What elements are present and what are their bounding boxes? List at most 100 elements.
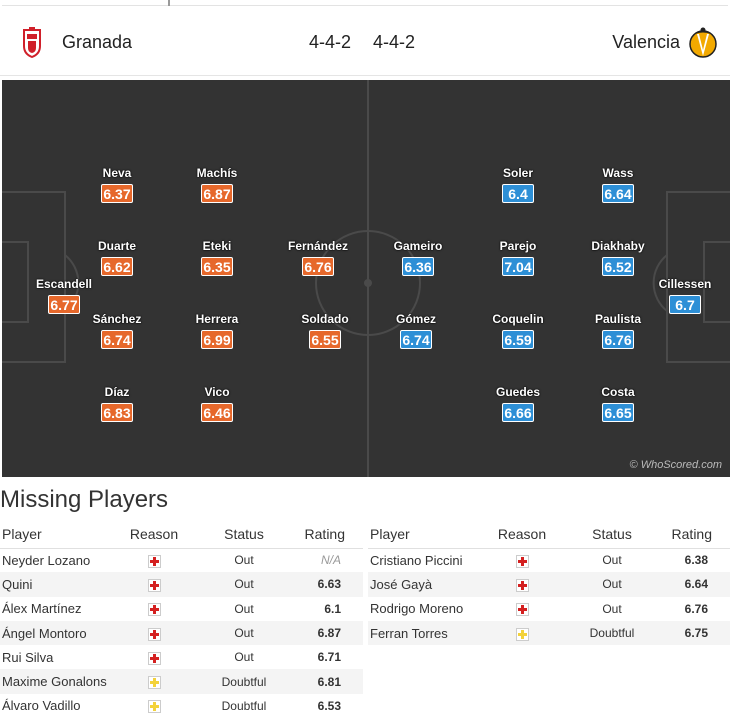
missing-rating: 6.53 [317,698,341,713]
missing-rating: 6.71 [317,650,341,665]
column-reason[interactable]: Reason [497,525,547,542]
player-home[interactable]: Sánchez 6.74 [77,312,157,350]
player-away[interactable]: Parejo 7.04 [478,239,558,277]
injury-cross-icon[interactable] [515,578,529,592]
injury-cross-icon[interactable] [147,651,161,665]
injury-cross-icon[interactable] [147,578,161,592]
column-rating[interactable]: Rating [304,525,345,542]
table-header-row: Player Reason Status Rating [368,520,730,548]
table-row: Rodrigo Moreno Out 6.76 [368,597,730,621]
missing-player-name[interactable]: Rui Silva [2,649,54,665]
away-missing-rows: Cristiano Piccini Out 6.38 José Gayà Out 6.64… [368,548,730,646]
player-home[interactable]: Díaz 6.83 [77,385,157,423]
missing-status: Doubtful [186,669,300,694]
away-team-name[interactable]: Valencia [612,32,680,52]
player-name: Machís [196,166,238,180]
missing-player-name[interactable]: Álex Martínez [2,601,82,617]
valencia-crest-icon [689,27,717,58]
player-away[interactable]: Coquelin 6.59 [478,312,558,350]
player-name: Sánchez [92,312,142,326]
player-away[interactable]: Guedes 6.66 [478,385,558,423]
missing-player-name[interactable]: José Gayà [368,572,488,597]
missing-status: Out [234,650,254,665]
player-away[interactable]: Paulista 6.76 [578,312,658,350]
doubtful-cross-icon[interactable] [515,627,529,641]
missing-player-name[interactable]: Ángel Montoro [0,620,120,646]
player-name: Guedes [495,385,540,399]
missing-player-name[interactable]: Quini [0,572,120,597]
missing-rating: 6.64 [668,572,730,597]
doubtful-cross-icon[interactable] [147,700,161,714]
column-player[interactable]: Player [2,525,42,542]
player-home[interactable]: Eteki 6.35 [177,239,257,277]
player-home[interactable]: Herrera 6.99 [177,312,257,350]
player-rating: 6.76 [302,257,334,276]
player-rating: 6.55 [309,330,341,349]
player-away[interactable]: Gameiro 6.36 [378,239,458,277]
missing-player-name[interactable]: Álvaro Vadillo [2,698,81,714]
missing-reason [120,572,186,597]
column-reason[interactable]: Reason [129,525,179,542]
column-player[interactable]: Player [370,525,410,542]
missing-player-name[interactable]: Cristiano Piccini [370,552,463,568]
injury-cross-icon[interactable] [147,627,161,641]
missing-player-name[interactable]: Rodrigo Moreno [370,601,464,617]
doubtful-cross-icon[interactable] [147,676,161,690]
missing-status: Out [554,572,668,597]
missing-player-name[interactable]: Maxime Gonalons [0,669,120,694]
player-away[interactable]: Gómez 6.74 [376,312,456,350]
top-strip [0,0,730,10]
home-team-name[interactable]: Granada [62,32,133,52]
missing-rating: N/A [320,553,341,568]
player-name: Diakhaby [591,239,645,253]
table-row: Quini Out 6.63 [0,572,363,597]
player-home[interactable]: Duarte 6.62 [77,239,157,277]
missing-rating: 6.1 [324,601,341,616]
column-status[interactable]: Status [592,525,632,542]
missing-player-name[interactable]: Neyder Lozano [2,552,91,568]
player-name: Escandell [35,277,93,291]
missing-reason [120,548,186,572]
player-away[interactable]: Wass 6.64 [578,166,658,204]
missing-player-name[interactable]: Ferran Torres [368,620,488,646]
missing-rating: 6.87 [300,620,363,646]
player-name: Eteki [202,239,232,253]
missing-status: Doubtful [554,620,668,646]
away-missing-table: Player Reason Status Rating Cristiano Pi… [368,520,730,646]
player-home[interactable]: Machís 6.87 [177,166,257,204]
injury-cross-icon[interactable] [147,603,161,617]
player-rating: 6.87 [201,184,233,203]
player-home[interactable]: Fernández 6.76 [278,239,358,277]
player-away[interactable]: Soler 6.4 [478,166,558,204]
player-home[interactable]: Soldado 6.55 [285,312,365,350]
player-away[interactable]: Costa 6.65 [578,385,658,423]
column-rating[interactable]: Rating [671,525,712,542]
player-rating: 6.99 [201,330,233,349]
player-away[interactable]: Diakhaby 6.52 [578,239,658,277]
injury-cross-icon[interactable] [515,554,529,568]
granada-crest-icon [23,27,41,58]
player-home[interactable]: Vico 6.46 [177,385,257,423]
column-status[interactable]: Status [224,525,264,542]
player-away[interactable]: Cillessen 6.7 [645,277,725,315]
injury-cross-icon[interactable] [515,603,529,617]
table-header-row: Player Reason Status Rating [0,520,363,548]
player-name: Gameiro [393,239,443,253]
player-name: Soldado [301,312,349,326]
player-name: Coquelin [492,312,544,326]
player-name: Herrera [195,312,239,326]
player-name: Parejo [499,239,537,253]
player-name: Fernández [287,239,348,253]
table-row: Ferran Torres Doubtful 6.75 [368,620,730,646]
table-row: Neyder Lozano Out N/A [0,548,363,572]
player-home[interactable]: Escandell 6.77 [24,277,104,315]
player-rating: 6.74 [400,330,432,349]
table-row: José Gayà Out 6.64 [368,572,730,597]
missing-status: Out [186,572,300,597]
player-rating: 6.7 [669,295,701,314]
player-home[interactable]: Neva 6.37 [77,166,157,204]
missing-rating: 6.38 [684,553,708,568]
injury-cross-icon[interactable] [147,554,161,568]
player-rating: 6.37 [101,184,133,203]
top-tick-marker [168,0,170,6]
